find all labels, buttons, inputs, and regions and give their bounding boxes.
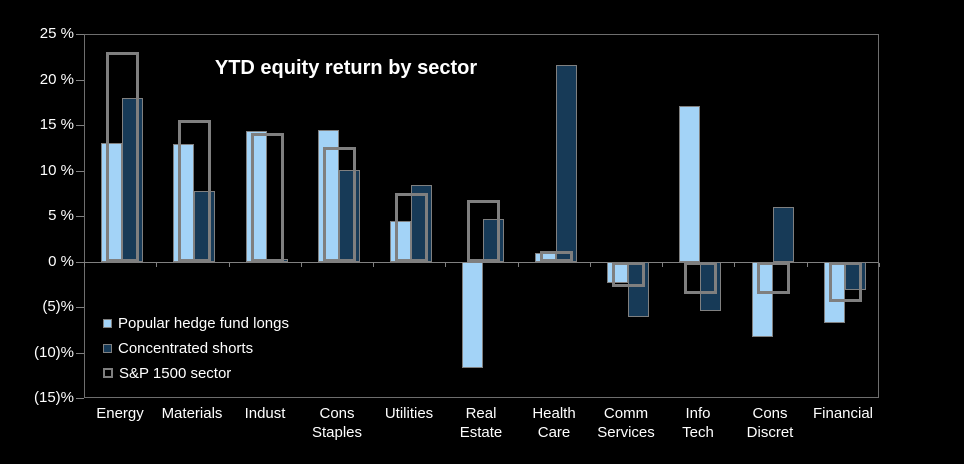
x-axis-category-label: Real Estate: [459, 405, 503, 441]
x-axis-tick: [373, 263, 374, 267]
x-axis-tick: [734, 263, 735, 267]
y-axis-tick: [76, 34, 84, 35]
y-axis-tick-label: 10 %: [39, 162, 74, 179]
x-axis-category-label: Cons Staples: [311, 405, 363, 441]
y-axis-tick-label: 25 %: [39, 25, 74, 42]
x-axis-tick: [662, 263, 663, 267]
chart-title: YTD equity return by sector: [214, 57, 478, 79]
x-axis-category-label: Info Tech: [682, 405, 714, 441]
bar-s-p-1500-sector-info-tech: [684, 262, 717, 294]
x-axis-tick: [301, 263, 302, 267]
x-axis-category-label: Indust: [244, 405, 286, 422]
x-axis-tick: [590, 263, 591, 267]
x-axis-category-label: Energy: [96, 405, 144, 422]
x-axis-category-label: Materials: [161, 405, 223, 422]
bar-popular-hedge-fund-longs-real-estate: [462, 262, 483, 368]
x-axis-category-label: Utilities: [384, 405, 434, 422]
x-axis-tick: [445, 263, 446, 267]
plot-area: [84, 34, 879, 398]
bar-s-p-1500-sector-financial: [829, 262, 862, 302]
x-axis-tick: [84, 263, 85, 267]
legend: Popular hedge fund longs Concentrated sh…: [103, 314, 289, 382]
y-axis-tick-label: (5)%: [42, 298, 74, 315]
x-axis-tick: [879, 263, 880, 267]
legend-item-sp-1500-sector: S&P 1500 sector: [103, 364, 289, 382]
y-axis-tick: [76, 262, 84, 263]
bar-s-p-1500-sector-cons-staples: [323, 147, 356, 262]
x-axis-category-label: Cons Discret: [746, 405, 794, 441]
x-axis-tick: [156, 263, 157, 267]
x-axis-tick: [229, 263, 230, 267]
y-axis-tick: [76, 398, 84, 399]
legend-swatch-longs: [103, 318, 112, 328]
y-axis-tick: [76, 307, 84, 308]
bar-s-p-1500-sector-comm-services: [612, 262, 645, 287]
x-axis-tick: [807, 263, 808, 267]
bar-popular-hedge-fund-longs-info-tech: [679, 106, 700, 262]
legend-label-shorts: Concentrated shorts: [118, 339, 254, 357]
legend-item-concentrated-shorts: Concentrated shorts: [103, 339, 289, 357]
x-axis-category-label: Financial: [812, 405, 874, 422]
y-axis-tick: [76, 80, 84, 81]
bar-s-p-1500-sector-real-estate: [467, 200, 500, 262]
bar-s-p-1500-sector-health-care: [540, 251, 573, 262]
legend-swatch-shorts: [103, 343, 112, 353]
legend-swatch-sp-1500: [103, 368, 113, 378]
x-axis-category-label: Health Care: [532, 405, 576, 441]
y-axis-tick-label: 5 %: [48, 207, 74, 224]
bar-s-p-1500-sector-energy: [106, 52, 139, 262]
bar-s-p-1500-sector-materials: [178, 120, 211, 262]
y-axis-tick: [76, 353, 84, 354]
y-axis-tick: [76, 216, 84, 217]
y-axis-tick: [76, 125, 84, 126]
legend-label-sp-1500: S&P 1500 sector: [119, 364, 232, 382]
bar-s-p-1500-sector-indust: [251, 133, 284, 262]
bar-s-p-1500-sector-utilities: [395, 193, 428, 262]
x-axis-category-label: Comm Services: [597, 405, 655, 441]
y-axis-tick-label: 15 %: [39, 116, 74, 133]
y-axis-tick-label: (10)%: [33, 344, 74, 361]
y-axis-tick-label: (15)%: [33, 389, 74, 406]
x-axis-tick: [518, 263, 519, 267]
bar-concentrated-shorts-cons-discret: [773, 207, 794, 262]
y-axis-tick-label: 20 %: [39, 71, 74, 88]
bar-s-p-1500-sector-cons-discret: [757, 262, 790, 294]
legend-label-longs: Popular hedge fund longs: [118, 314, 289, 332]
y-axis-tick: [76, 171, 84, 172]
legend-item-popular-hedge-fund-longs: Popular hedge fund longs: [103, 314, 289, 332]
y-axis-tick-label: 0 %: [48, 253, 74, 270]
bar-concentrated-shorts-health-care: [556, 65, 577, 262]
